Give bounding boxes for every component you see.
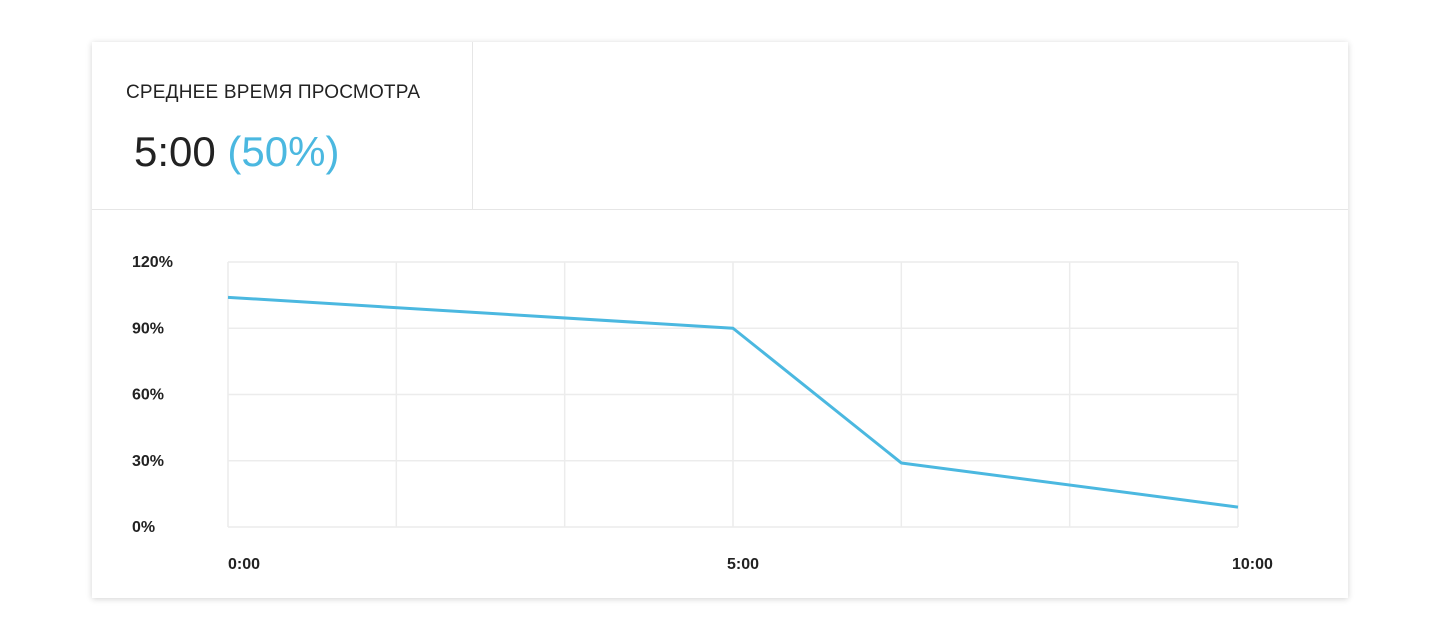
x-tick-label: 0:00 [228, 556, 260, 573]
metric: 5:00 (50%) [134, 128, 339, 176]
y-tick-label: 120% [132, 254, 173, 271]
x-tick-label: 10:00 [1232, 556, 1273, 573]
x-tick-label: 5:00 [727, 556, 759, 573]
divider [92, 209, 1348, 210]
card: СРЕДНЕЕ ВРЕМЯ ПРОСМОТРА 5:00 (50%) [92, 42, 1348, 598]
metric-panel: СРЕДНЕЕ ВРЕМЯ ПРОСМОТРА 5:00 (50%) [92, 42, 473, 209]
line [227, 295, 1239, 509]
metric-label: СРЕДНЕЕ ВРЕМЯ ПРОСМОТРА [126, 82, 421, 103]
y-tick-label: 90% [132, 320, 164, 337]
metric-value: 5:00 [134, 128, 216, 175]
y-tick-label: 0% [132, 519, 155, 536]
y-tick-label: 30% [132, 453, 164, 470]
metric-percent: (50%) [227, 128, 340, 175]
y-tick-label: 60% [132, 387, 164, 404]
